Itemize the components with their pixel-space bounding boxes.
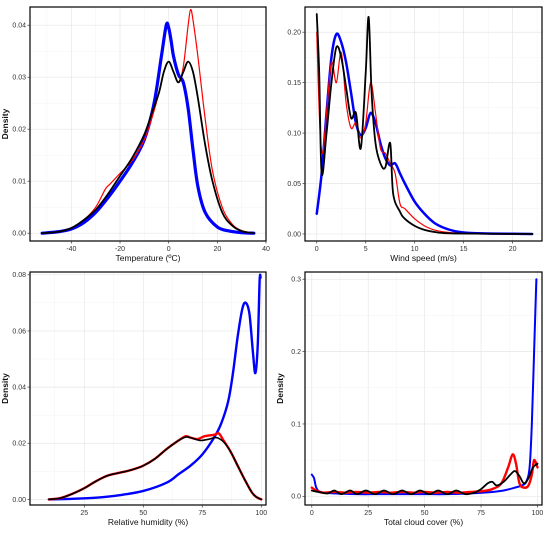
y-tick-label: 0.04 (12, 384, 26, 391)
panel-border (304, 271, 543, 506)
plot-area-cloud (310, 278, 539, 496)
x-axis-title: Relative humidity (%) (108, 517, 188, 527)
y-axis-title: Density (275, 373, 285, 404)
y-tick-label: 0.00 (287, 231, 301, 238)
y-tick-label: 0.00 (12, 497, 26, 504)
y-tick-label: 0.04 (12, 23, 26, 30)
x-tick-label: 40 (262, 246, 270, 253)
x-tick-label: 5 (364, 246, 368, 253)
x-tick-label: 25 (80, 510, 88, 517)
series-line-2 (316, 31, 533, 235)
panel-temperature: -40 -20 0 20 40 0.00 0.01 0.02 0.03 0.04 Temperatu… (0, 6, 270, 263)
y-tick-label: 0.03 (12, 75, 26, 82)
y-tick-label: 0.05 (287, 181, 301, 188)
panel-border (29, 271, 267, 506)
panel-border (304, 6, 543, 242)
series-line-1 (40, 21, 256, 235)
y-tick-label: 0.1 (291, 421, 301, 428)
y-tick-label: 0.02 (12, 127, 26, 134)
y-tick-label: 0.20 (287, 30, 301, 37)
x-tick-label: 0 (167, 246, 171, 253)
y-tick-label: 0.06 (12, 328, 26, 335)
y-tick-label: 0.00 (12, 231, 26, 238)
plot-area-wind (315, 13, 534, 236)
x-tick-label: 75 (198, 510, 206, 517)
panel-humidity: 25 50 75 100 0.00 0.02 0.04 0.06 0.08 Relative hu… (0, 271, 267, 527)
x-tick-label: 20 (509, 246, 517, 253)
series-line-1 (315, 32, 534, 236)
x-tick-label: 50 (139, 510, 147, 517)
x-tick-label: 0 (310, 510, 314, 517)
series-line-3 (41, 60, 255, 235)
x-tick-label: -20 (115, 246, 125, 253)
x-tick-label: 100 (255, 510, 267, 517)
x-axis-title: Wind speed (m/s) (390, 253, 457, 263)
x-axis-title: Total cloud cover (%) (384, 517, 464, 527)
x-tick-label: 15 (460, 246, 468, 253)
series-line-1 (47, 273, 262, 501)
y-tick-label: 0.2 (291, 349, 301, 356)
x-tick-label: 25 (364, 510, 372, 517)
y-axis-title: Density (0, 108, 10, 139)
y-axis-title: Density (0, 373, 10, 404)
y-tick-label: 0.08 (12, 272, 26, 279)
y-tick-label: 0.3 (291, 277, 301, 284)
plot-area-temperature (40, 8, 256, 235)
series-line-3 (48, 436, 263, 501)
panel-cloud: 0 25 50 75 100 0.0 0.1 0.2 0.3 Total cloud cover … (275, 271, 544, 527)
y-tick-label: 0.10 (287, 130, 301, 137)
x-tick-label: 20 (213, 246, 221, 253)
x-tick-label: 50 (421, 510, 429, 517)
series-line-3 (315, 13, 534, 235)
x-tick-label: 100 (532, 510, 544, 517)
plot-area-humidity (47, 273, 263, 501)
y-tick-label: 0.15 (287, 80, 301, 87)
series-line-3 (310, 462, 539, 496)
y-tick-label: 0.01 (12, 179, 26, 186)
x-tick-label: 10 (411, 246, 419, 253)
x-axis-title: Temperature (ºC) (116, 253, 181, 263)
y-tick-label: 0.02 (12, 441, 26, 448)
y-tick-label: 0.0 (291, 494, 301, 501)
panel-border (29, 6, 267, 242)
x-tick-label: 0 (315, 246, 319, 253)
x-tick-label: -40 (66, 246, 76, 253)
x-tick-label: 75 (477, 510, 485, 517)
panel-wind: 0 5 10 15 20 0.00 0.05 0.10 0.15 0.20 Wind speed (… (287, 6, 543, 263)
